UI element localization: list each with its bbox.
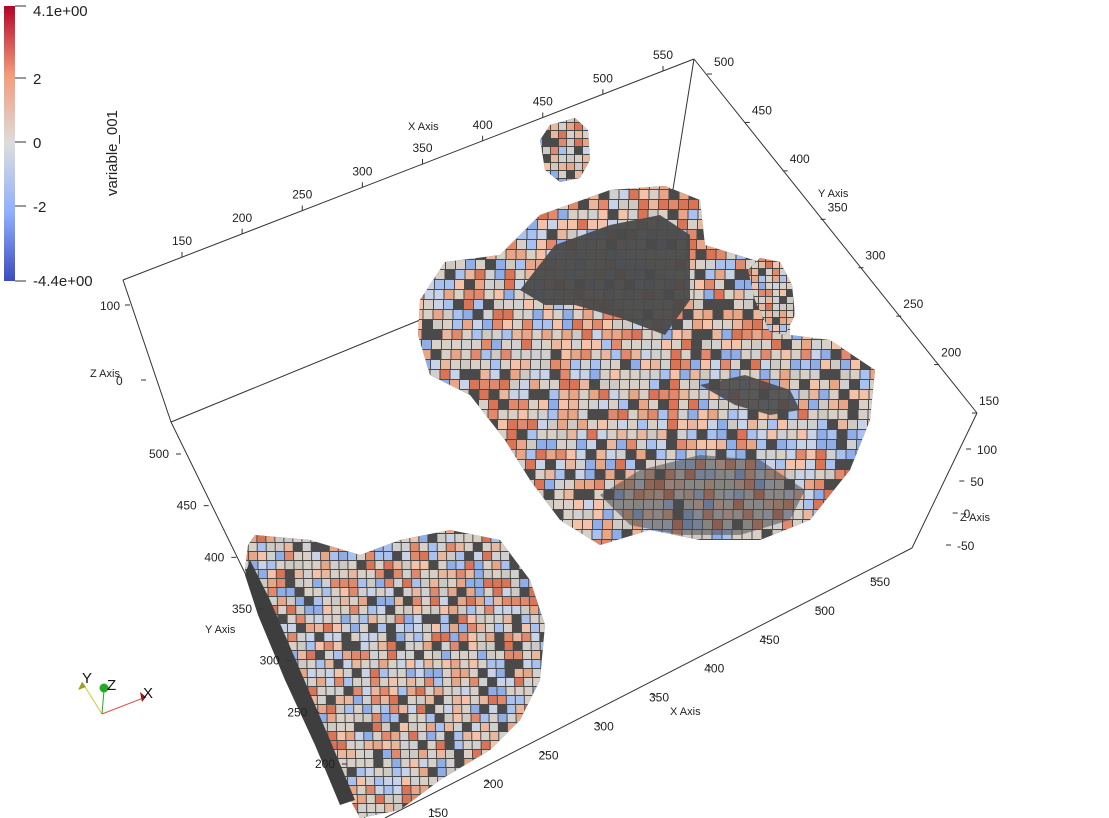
back-y-axis-tick-label: 200 xyxy=(941,346,961,360)
orientation-x-label: X xyxy=(143,685,153,702)
back-x-axis-tick-label: 350 xyxy=(413,141,433,155)
x-arrow-icon xyxy=(140,692,146,702)
front-y-axis-title: Y Axis xyxy=(205,624,236,636)
front-y-axis-tick-label: 250 xyxy=(287,705,307,719)
front-z-axis-tick-label: 0 xyxy=(964,507,971,521)
front-x-axis-tick-mark xyxy=(595,721,602,726)
back-y-axis: Y Axis 500 450 400 350 300 250 200 150 xyxy=(707,55,999,414)
scalar-bar-tick-2: 2 xyxy=(33,71,41,88)
voxel-volume-main xyxy=(418,186,875,545)
back-y-axis-tick-label: 250 xyxy=(903,297,923,311)
front-y-axis-tick-label: 450 xyxy=(177,499,197,513)
back-y-axis-title: Y Axis xyxy=(818,188,849,200)
back-y-axis-tick-label: 300 xyxy=(865,249,885,263)
front-y-axis-tick-label: 300 xyxy=(260,654,280,668)
back-z-axis-title: Z Axis xyxy=(90,368,120,380)
back-z-axis-tick-label: 0 xyxy=(116,374,123,388)
front-z-axis-title: Z Axis xyxy=(960,512,990,524)
back-z-axis: Z Axis 100 0 xyxy=(90,299,146,388)
front-z-axis-tick-label: 100 xyxy=(977,443,997,457)
back-x-axis-tick-label: 400 xyxy=(473,118,493,132)
front-y-axis: Y Axis 500 450 400 350 300 250 200 xyxy=(149,447,347,771)
front-x-axis-tick-label: 350 xyxy=(649,691,669,705)
back-y-axis-tick-label: 400 xyxy=(790,152,810,166)
front-x-axis-tick-label: 500 xyxy=(815,604,835,618)
back-x-axis-tick-label: 550 xyxy=(653,48,673,62)
scalar-bar-tick-0: 0 xyxy=(33,135,41,152)
back-x-axis-tick-label: 250 xyxy=(292,188,312,202)
voxel-volume-ear xyxy=(748,258,795,335)
front-y-axis-tick-label: 500 xyxy=(149,447,169,461)
scalar-bar-max-label: 4.1e+00 xyxy=(33,3,88,20)
front-x-axis-tick-label: 300 xyxy=(594,719,614,733)
back-x-axis: X Axis 150 200 250 300 350 400 450 500 550 xyxy=(172,48,673,257)
front-x-axis-tick-mark xyxy=(816,606,823,611)
front-x-axis-tick-label: 450 xyxy=(760,633,780,647)
front-z-axis-tick-label: 50 xyxy=(970,475,984,489)
front-x-axis-tick-label: 250 xyxy=(539,748,559,762)
back-z-axis-tick-label: 100 xyxy=(100,299,120,313)
voxel-volume-small-top xyxy=(540,118,590,182)
front-x-axis-tick-label: 150 xyxy=(428,806,448,818)
back-y-axis-tick-label: 500 xyxy=(714,55,734,69)
back-x-axis-tick-label: 500 xyxy=(593,71,613,85)
back-x-axis-tick-label: 450 xyxy=(533,95,553,109)
front-y-axis-tick-label: 400 xyxy=(204,550,224,564)
z-arrow-icon xyxy=(99,683,109,693)
back-y-axis-tick-label: 350 xyxy=(828,200,848,214)
front-x-axis-tick-mark xyxy=(429,808,436,813)
scalar-bar-title: variable_001 xyxy=(104,110,121,196)
orientation-axes-widget[interactable]: X Y Z xyxy=(78,670,153,715)
back-x-axis-tick-label: 150 xyxy=(172,234,192,248)
front-x-axis-tick-label: 550 xyxy=(870,575,890,589)
scalar-bar[interactable]: 4.1e+00 2 0 -2 -4.4e+00 variable_001 xyxy=(4,3,121,290)
back-x-axis-tick-label: 300 xyxy=(352,164,372,178)
front-x-axis-tick-label: 200 xyxy=(483,777,503,791)
orientation-y-label: Y xyxy=(82,670,92,687)
front-x-axis-tick-mark xyxy=(761,635,767,640)
front-x-axis-tick-label: 400 xyxy=(704,662,724,676)
back-y-axis-tick-label: 450 xyxy=(752,103,772,117)
scalar-bar-gradient xyxy=(4,6,15,281)
front-z-axis: Z Axis 100 50 0 -50 xyxy=(946,443,997,553)
front-x-axis-tick-mark xyxy=(650,693,657,697)
front-x-axis: X Axis 150 200 250 300 350 400 450 500 550 xyxy=(428,575,890,818)
voxel-volume-lower xyxy=(245,530,545,818)
orientation-z-label: Z xyxy=(107,677,116,694)
front-x-axis-tick-mark xyxy=(871,577,878,582)
front-x-axis-title: X Axis xyxy=(670,706,701,718)
scalar-bar-tick-neg2: -2 xyxy=(33,199,46,216)
back-y-axis-tick-label: 150 xyxy=(979,394,999,408)
back-x-axis-title: X Axis xyxy=(408,121,439,133)
y-arrow-icon xyxy=(78,682,86,690)
front-x-axis-tick-mark xyxy=(540,750,546,755)
front-x-axis-tick-mark xyxy=(484,779,491,784)
back-x-axis-tick-label: 200 xyxy=(232,211,252,225)
front-y-axis-tick-label: 350 xyxy=(232,602,252,616)
scalar-bar-min-label: -4.4e+00 xyxy=(33,273,93,290)
front-z-axis-tick-label: -50 xyxy=(957,539,975,553)
front-x-axis-tick-mark xyxy=(705,664,712,669)
front-y-axis-tick-label: 200 xyxy=(315,757,335,771)
